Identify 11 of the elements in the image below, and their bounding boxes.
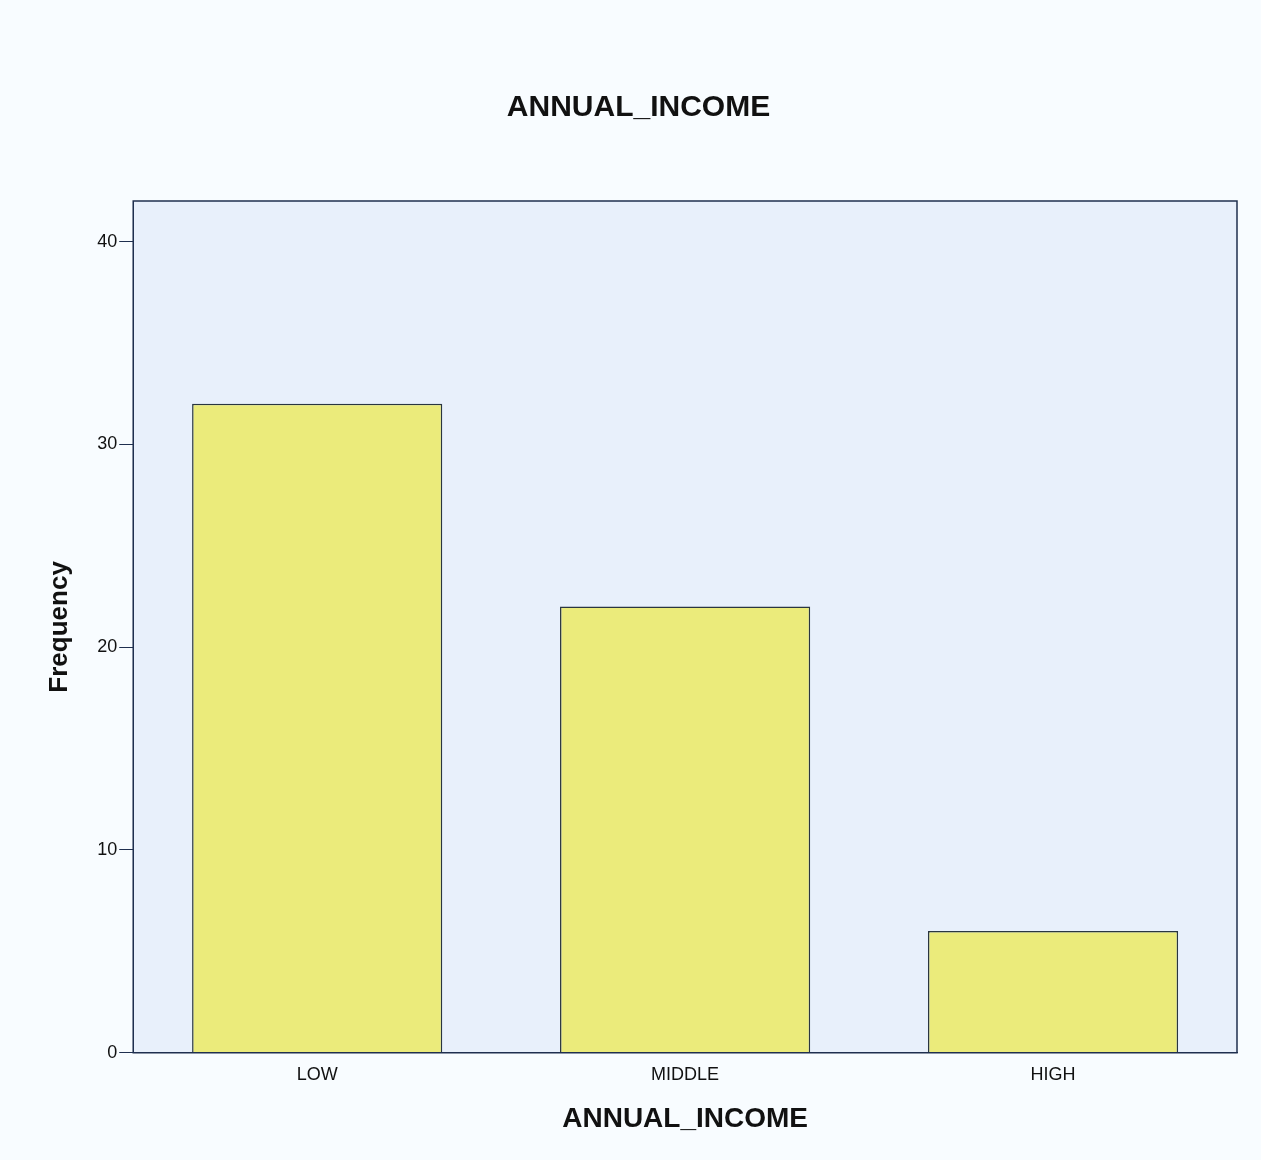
y-tick-label: 40 <box>97 230 118 251</box>
y-tick-label: 30 <box>97 433 118 454</box>
x-tick-label: HIGH <box>1030 1063 1076 1084</box>
y-tick-label: 20 <box>97 636 118 657</box>
y-axis-title: Frequency <box>42 560 73 693</box>
x-tick-label: LOW <box>296 1063 338 1084</box>
y-tick-label: 0 <box>107 1041 118 1062</box>
chart-title: ANNUAL_INCOME <box>506 89 771 123</box>
x-tick-label: MIDDLE <box>651 1063 720 1084</box>
y-tick-label: 10 <box>97 838 118 859</box>
x-axis-title: ANNUAL_INCOME <box>562 1101 808 1133</box>
